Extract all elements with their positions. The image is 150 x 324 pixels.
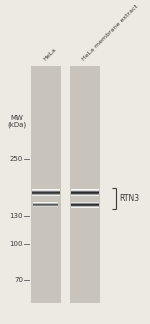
Bar bbox=[70, 65, 100, 303]
Text: 100: 100 bbox=[9, 241, 23, 247]
Text: 250: 250 bbox=[10, 156, 23, 162]
Text: 70: 70 bbox=[14, 277, 23, 283]
Text: 130: 130 bbox=[9, 214, 23, 219]
Text: MW
(kDa): MW (kDa) bbox=[7, 115, 26, 128]
Text: HeLa membrane extract: HeLa membrane extract bbox=[81, 3, 139, 61]
Bar bbox=[31, 65, 61, 303]
Text: RTN3: RTN3 bbox=[119, 194, 140, 203]
Text: HeLa: HeLa bbox=[42, 46, 57, 61]
